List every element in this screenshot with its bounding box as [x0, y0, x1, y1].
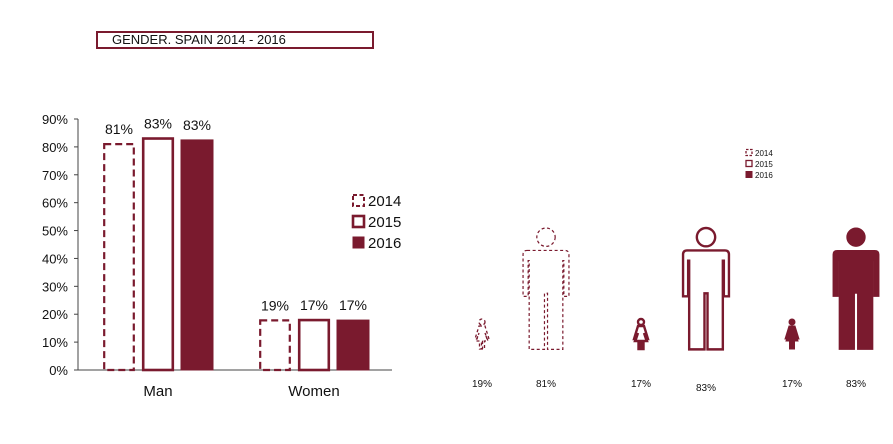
pictogram-men-label: 83% [846, 379, 866, 390]
woman-icon-2014 [474, 318, 490, 350]
y-tick-label: 20% [42, 307, 68, 322]
bar-data-label: 17% [339, 297, 367, 313]
woman-icon-2015 [632, 317, 650, 351]
y-tick-label: 10% [42, 335, 68, 350]
man-icon-2016 [832, 227, 880, 350]
pictogram-men-label: 83% [696, 383, 716, 394]
man-icon-2015 [681, 226, 731, 351]
y-tick-label: 30% [42, 279, 68, 294]
y-tick-label: 60% [42, 196, 68, 211]
y-tick-label: 50% [42, 224, 68, 239]
man-icon-2014 [522, 227, 570, 350]
pictogram-legend-swatch-2015 [745, 159, 753, 168]
woman-icon-2016 [784, 318, 800, 350]
pictogram-legend-label: 2016 [755, 171, 773, 180]
y-tick-label: 90% [42, 112, 68, 127]
legend-swatch-2014 [352, 194, 365, 207]
pictogram-women-label: 19% [472, 379, 492, 390]
pictogram-chart: 19% 81% 17% 83% 17% 83% 2014 2015 2016 [472, 148, 880, 394]
bar-data-label: 83% [183, 117, 211, 133]
bar-data-label: 17% [300, 297, 328, 313]
pictogram-legend-swatch-2014 [745, 148, 753, 157]
y-tick-label: 70% [42, 168, 68, 183]
pictogram-legend-label: 2015 [755, 160, 773, 169]
pictogram-women-label: 17% [782, 379, 802, 390]
y-tick-label: 40% [42, 251, 68, 266]
pictogram-men-label: 81% [536, 379, 556, 390]
legend-label: 2014 [368, 193, 401, 210]
legend-swatch-2016 [352, 236, 365, 249]
y-tick-label: 80% [42, 140, 68, 155]
bar-data-label: 19% [261, 297, 289, 313]
pictogram-legend-swatch-2016 [745, 171, 753, 178]
bar-data-label: 81% [105, 121, 133, 137]
x-category-label: Man [143, 383, 172, 400]
pictogram-legend-label: 2014 [755, 149, 773, 158]
x-category-label: Women [288, 383, 339, 400]
bar-women-2014 [259, 319, 291, 372]
bar-women-2016 [336, 319, 370, 371]
legend-label: 2015 [368, 214, 401, 231]
bar-man-2015 [141, 137, 175, 372]
legend-swatch-2015 [351, 214, 366, 229]
chart-title: GENDER. SPAIN 2014 - 2016 [96, 31, 374, 49]
bar-data-label: 83% [144, 116, 172, 132]
y-tick-label: 0% [49, 363, 68, 378]
legend-label: 2016 [368, 235, 401, 252]
bar-man-2014 [103, 143, 135, 372]
bar-women-2015 [297, 318, 331, 372]
bar-chart: 0% 10% 20% 30% 40% 50% 60% 70% 80% 90% 81% 83% 83% Ma… [42, 112, 401, 400]
bar-man-2016 [180, 139, 214, 371]
pictogram-women-label: 17% [631, 379, 651, 390]
